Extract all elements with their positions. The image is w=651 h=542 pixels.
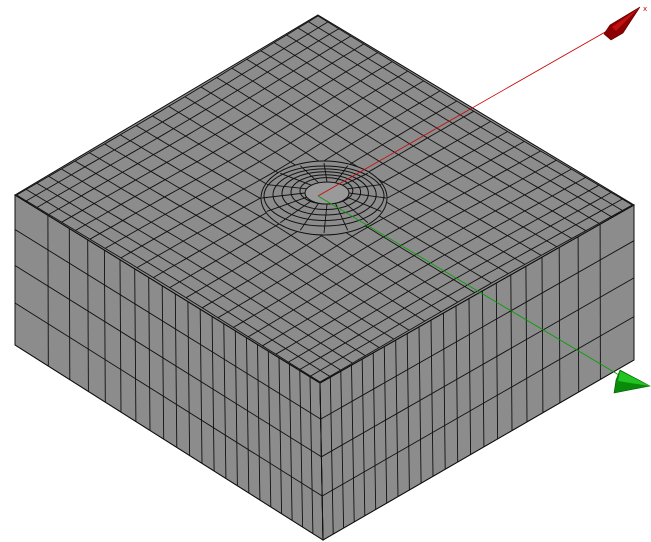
right-face-mesh-column	[395, 340, 399, 497]
top-face-mesh-line-v	[119, 134, 426, 322]
left-face-mesh-column	[148, 277, 151, 431]
top-face-mesh-line-v	[286, 34, 600, 224]
left-face-mesh-row	[14, 229, 321, 420]
top-face-mesh-line-v	[36, 182, 341, 371]
left-face-mesh-column	[223, 323, 227, 479]
right-face-mesh-column	[577, 236, 580, 393]
top-face-mesh-line-v	[260, 50, 573, 239]
meshed-block[interactable]	[14, 14, 635, 541]
right-face-mesh-column	[351, 365, 355, 523]
right-face-mesh-row	[322, 359, 635, 541]
top-face-mesh-line-v	[16, 194, 321, 383]
top-face-mesh-line-v	[89, 152, 395, 340]
top-face-mesh-line-v	[231, 67, 542, 256]
right-face-mesh-column	[406, 333, 410, 491]
hole-radial-segment	[279, 200, 312, 224]
circular-hole-mesh[interactable]	[260, 160, 388, 236]
hole-radial-segment	[299, 165, 319, 184]
right-face-mesh-column	[361, 359, 366, 516]
right-face-mesh-row	[319, 204, 635, 384]
left-face-mesh-column	[103, 250, 106, 403]
right-face-mesh-column	[510, 274, 513, 431]
right-face-mesh-column	[383, 346, 388, 504]
hole-radial-segment	[299, 202, 319, 231]
right-face-mesh-column	[418, 326, 422, 484]
right-face-mesh-row	[321, 316, 635, 497]
top-face-mesh-line-v	[61, 168, 366, 357]
top-face-mesh-line-v	[308, 21, 623, 211]
x-axis-arrow-highlight-icon	[612, 7, 640, 31]
left-face-mesh-column	[267, 351, 272, 508]
right-face-mesh-column	[481, 290, 485, 447]
right-face-mesh-column	[340, 371, 345, 529]
hole-radial-segment	[261, 192, 306, 199]
left-face-mesh-column	[234, 330, 238, 486]
right-face-mesh-column	[558, 247, 561, 403]
left-face-mesh-column	[174, 293, 178, 448]
hole-radial-segment	[266, 196, 307, 212]
left-face-mesh	[14, 194, 324, 541]
left-face-mesh-column	[161, 285, 165, 440]
top-face-mesh-line-v	[25, 189, 331, 377]
right-face-mesh	[319, 204, 635, 541]
x-axis-line	[317, 26, 615, 197]
hole-radial-segment	[348, 192, 387, 199]
top-face-mesh-line-v	[246, 58, 558, 248]
left-face-mesh-column	[299, 370, 304, 528]
left-face-mesh-column	[278, 357, 283, 514]
x-axis-label: x	[643, 5, 647, 13]
left-face-mesh-row	[14, 265, 322, 458]
top-face-mesh-line-v	[297, 27, 612, 217]
y-axis-line	[317, 195, 625, 379]
left-face-mesh-column	[246, 337, 250, 494]
right-face-mesh-column	[430, 319, 434, 477]
hole-radial-segment	[342, 172, 368, 186]
right-face-mesh-column	[329, 377, 334, 535]
right-face-mesh-column	[319, 382, 324, 541]
hole-ring	[263, 165, 385, 227]
right-face-mesh-column	[541, 257, 544, 413]
right-face-mesh-column	[525, 266, 528, 422]
hole-radial-segment	[347, 196, 382, 212]
right-face-mesh-column	[442, 313, 446, 470]
right-face-mesh-column	[468, 298, 472, 455]
left-face-mesh-column	[119, 259, 122, 413]
left-face-mesh-row	[14, 302, 323, 497]
left-face-mesh-column	[211, 316, 215, 472]
top-face-mesh-line-v	[273, 42, 587, 232]
left-face-mesh-row	[14, 194, 321, 384]
top-face-mesh-line-v	[104, 143, 410, 331]
hole-radial-segment	[266, 184, 307, 190]
hole-radial-segment	[323, 203, 328, 234]
top-face-mesh-line-v	[74, 160, 380, 348]
coordinate-axes: x	[317, 5, 651, 394]
hole-radial-segment	[335, 165, 349, 184]
hole-radial-segment	[347, 184, 382, 190]
left-face-mesh-column	[199, 309, 203, 464]
right-face-mesh-column	[372, 352, 377, 510]
left-face-mesh-column	[134, 268, 137, 422]
right-face-mesh-row	[321, 277, 635, 458]
hole-radial-segment	[323, 162, 328, 183]
left-face-mesh-column	[68, 228, 71, 380]
hole-radial-segment	[342, 200, 369, 224]
left-face-mesh-column	[87, 239, 89, 392]
left-face-mesh-column	[257, 344, 261, 501]
left-face-mesh-row	[14, 344, 324, 541]
y-axis-arrow-highlight-icon	[618, 371, 650, 386]
right-face-mesh-column	[455, 305, 459, 463]
left-face-mesh-column	[187, 301, 191, 456]
hole-radial-segment	[280, 172, 312, 186]
left-face-mesh-column	[309, 376, 314, 534]
left-face-mesh-column	[288, 364, 293, 521]
right-face-mesh-row	[320, 240, 635, 420]
top-face-mesh-line-v	[317, 15, 633, 206]
hole-bottom	[304, 181, 350, 205]
right-face-mesh-column	[495, 282, 499, 439]
top-face-mesh-line-v	[48, 175, 353, 364]
